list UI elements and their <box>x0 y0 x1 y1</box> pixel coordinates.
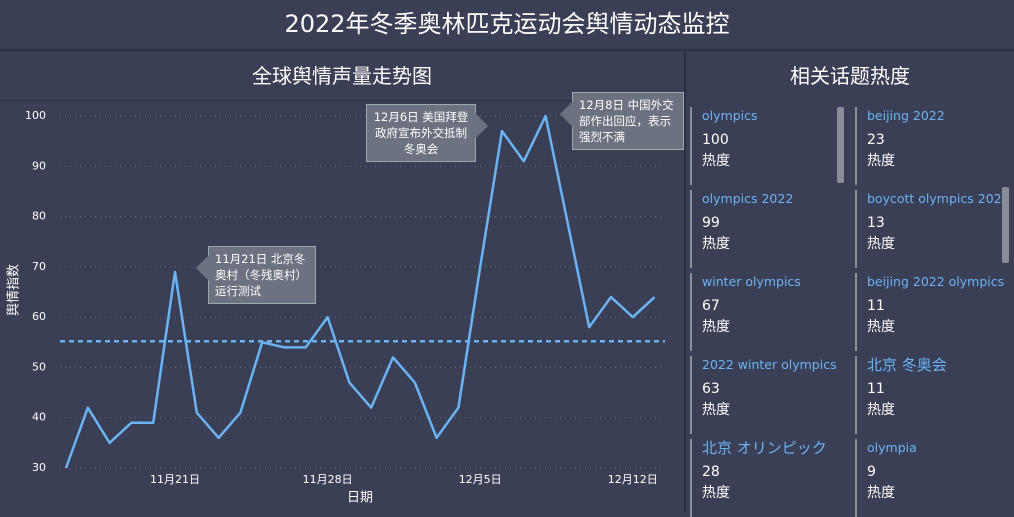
topic-card: olympics 2022 99 热度 <box>690 190 835 268</box>
topic-unit: 热度 <box>702 485 730 501</box>
topic-name: olympics 2022 <box>702 191 794 206</box>
topic-name: 北京 冬奥会 <box>867 356 947 374</box>
y-tick-label: 90 <box>32 159 46 172</box>
x-tick-label: 12月5日 <box>459 473 502 486</box>
topic-unit: 热度 <box>867 236 895 252</box>
divider <box>0 100 684 101</box>
divider <box>0 49 1014 51</box>
topic-unit: 热度 <box>867 319 895 335</box>
topic-card: beijing 2022 olympics 11 热度 <box>855 273 1005 351</box>
topic-value: 13 <box>867 215 885 231</box>
y-tick-label: 70 <box>32 260 46 273</box>
x-tick-label: 12月12日 <box>608 473 658 486</box>
topic-card: boycott olympics 2022 13 热度 <box>855 190 1010 268</box>
y-tick-label: 60 <box>32 310 46 323</box>
topic-name: boycott olympics 2022 <box>867 191 1010 206</box>
topic-card: winter olympics 67 热度 <box>690 273 835 351</box>
topic-card: olympia 9 热度 <box>855 439 1005 517</box>
topic-value: 9 <box>867 464 876 480</box>
topic-unit: 热度 <box>702 319 730 335</box>
topic-unit: 热度 <box>867 485 895 501</box>
topic-value: 67 <box>702 298 720 314</box>
page-title: 2022年冬季奥林匹克运动会舆情动态监控 <box>284 10 730 38</box>
scrollbar <box>1002 187 1009 263</box>
topic-card: 2022 winter olympics 63 热度 <box>690 356 837 434</box>
annotation: 11月21日 北京冬奥村（冬残奥村）运行测试 <box>196 246 316 304</box>
topic-value: 11 <box>867 381 885 397</box>
topic-value: 99 <box>702 215 720 231</box>
topic-name: winter olympics <box>702 274 801 289</box>
y-tick-label: 30 <box>32 461 46 474</box>
annotation: 12月6日 美国拜登政府宣布外交抵制冬奥会 <box>366 104 488 162</box>
x-tick-label: 11月28日 <box>303 473 353 486</box>
topic-name: 2022 winter olympics <box>702 357 837 372</box>
annotation: 12月8日 中国外交部作出回应，表示强烈不满 <box>560 92 684 150</box>
topic-value: 63 <box>702 381 720 397</box>
y-axis-title: 舆情指数 <box>7 264 22 316</box>
y-tick-label: 100 <box>25 109 46 122</box>
panel-title: 相关话题热度 <box>790 64 910 88</box>
topic-value: 11 <box>867 298 885 314</box>
topic-name: olympics <box>702 108 758 123</box>
panel-title: 全球舆情声量走势图 <box>252 64 432 88</box>
topic-unit: 热度 <box>702 153 730 169</box>
topic-name: beijing 2022 olympics <box>867 274 1005 289</box>
topic-unit: 热度 <box>867 402 895 418</box>
topic-value: 100 <box>702 132 729 148</box>
divider <box>684 51 686 512</box>
topic-name: 北京 オリンピック <box>702 439 827 457</box>
topic-value: 23 <box>867 132 885 148</box>
topic-card: beijing 2022 23 热度 <box>855 107 1005 185</box>
topic-name: beijing 2022 <box>867 108 945 123</box>
y-tick-label: 50 <box>32 360 46 373</box>
y-tick-label: 40 <box>32 411 46 424</box>
scrollbar <box>837 107 844 183</box>
chart: 舆情指数 日期 30 40 50 60 70 80 90 100 11月21日 11月28日 12月… <box>7 109 665 506</box>
x-tick-label: 11月21日 <box>150 473 200 486</box>
y-tick-label: 80 <box>32 210 46 223</box>
topic-unit: 热度 <box>867 153 895 169</box>
x-axis-title: 日期 <box>347 491 373 506</box>
topic-name: olympia <box>867 440 917 455</box>
topic-card: 北京 オリンピック 28 热度 <box>690 439 835 517</box>
topic-unit: 热度 <box>702 236 730 252</box>
data-line <box>64 114 656 469</box>
topic-card: 北京 冬奥会 11 热度 <box>855 356 1005 434</box>
topic-value: 28 <box>702 464 720 480</box>
topic-unit: 热度 <box>702 402 730 418</box>
topic-card: olympics 100 热度 <box>690 107 835 185</box>
